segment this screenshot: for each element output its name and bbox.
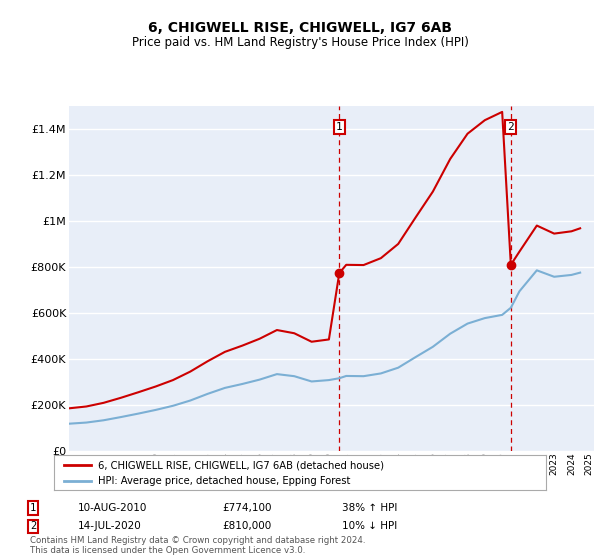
Text: 38% ↑ HPI: 38% ↑ HPI — [342, 503, 397, 513]
Text: HPI: Average price, detached house, Epping Forest: HPI: Average price, detached house, Eppi… — [98, 477, 350, 486]
Text: 10% ↓ HPI: 10% ↓ HPI — [342, 521, 397, 531]
Text: 6, CHIGWELL RISE, CHIGWELL, IG7 6AB (detached house): 6, CHIGWELL RISE, CHIGWELL, IG7 6AB (det… — [98, 460, 384, 470]
Text: 2: 2 — [508, 123, 514, 133]
Text: 14-JUL-2020: 14-JUL-2020 — [78, 521, 142, 531]
Text: 10-AUG-2010: 10-AUG-2010 — [78, 503, 148, 513]
Text: 1: 1 — [30, 503, 36, 513]
Text: Contains HM Land Registry data © Crown copyright and database right 2024.
This d: Contains HM Land Registry data © Crown c… — [30, 536, 365, 555]
Text: £810,000: £810,000 — [222, 521, 271, 531]
Text: 6, CHIGWELL RISE, CHIGWELL, IG7 6AB: 6, CHIGWELL RISE, CHIGWELL, IG7 6AB — [148, 21, 452, 35]
Text: Price paid vs. HM Land Registry's House Price Index (HPI): Price paid vs. HM Land Registry's House … — [131, 36, 469, 49]
Text: £774,100: £774,100 — [222, 503, 271, 513]
Text: 1: 1 — [336, 123, 343, 133]
Text: 2: 2 — [30, 521, 36, 531]
